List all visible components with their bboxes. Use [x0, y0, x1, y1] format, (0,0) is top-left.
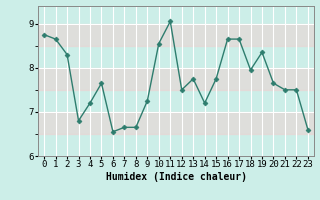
X-axis label: Humidex (Indice chaleur): Humidex (Indice chaleur) — [106, 172, 246, 182]
Bar — [38, 68, 314, 90]
Bar — [38, 24, 314, 46]
Bar — [38, 112, 314, 134]
